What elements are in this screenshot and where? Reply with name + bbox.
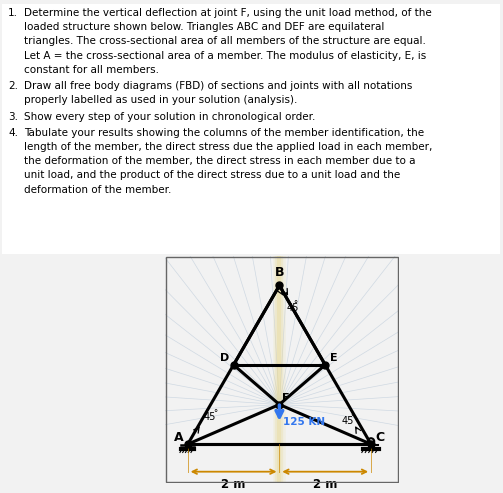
Text: the deformation of the member, the direct stress in each member due to a: the deformation of the member, the direc… bbox=[24, 156, 415, 166]
Text: properly labelled as used in your solution (analysis).: properly labelled as used in your soluti… bbox=[24, 95, 297, 106]
FancyBboxPatch shape bbox=[2, 4, 500, 254]
Text: Tabulate your results showing the columns of the member identification, the: Tabulate your results showing the column… bbox=[24, 128, 424, 138]
Text: 125 KN: 125 KN bbox=[283, 418, 325, 427]
Text: °: ° bbox=[293, 300, 297, 309]
Text: length of the member, the direct stress due the applied load in each member,: length of the member, the direct stress … bbox=[24, 142, 433, 152]
Text: °: ° bbox=[213, 409, 217, 419]
Text: 2 m: 2 m bbox=[313, 478, 338, 491]
Text: B: B bbox=[275, 266, 284, 279]
Text: C: C bbox=[376, 431, 385, 444]
Text: F: F bbox=[282, 393, 290, 403]
Text: Draw all free body diagrams (FBD) of sections and joints with all notations: Draw all free body diagrams (FBD) of sec… bbox=[24, 81, 412, 91]
Text: E: E bbox=[329, 352, 338, 362]
Text: 45: 45 bbox=[341, 416, 354, 426]
Text: Determine the vertical deflection at joint F, using the unit load method, of the: Determine the vertical deflection at joi… bbox=[24, 8, 432, 18]
Text: 4.: 4. bbox=[8, 128, 18, 138]
Text: deformation of the member.: deformation of the member. bbox=[24, 185, 172, 195]
Text: 45: 45 bbox=[286, 303, 299, 313]
Text: A: A bbox=[174, 431, 184, 444]
Text: 2.: 2. bbox=[8, 81, 18, 91]
Text: D: D bbox=[220, 352, 229, 362]
Text: 2 m: 2 m bbox=[221, 478, 246, 491]
Text: 3.: 3. bbox=[8, 111, 18, 122]
Text: constant for all members.: constant for all members. bbox=[24, 65, 159, 75]
Text: unit load, and the product of the direct stress due to a unit load and the: unit load, and the product of the direct… bbox=[24, 171, 400, 180]
Text: °: ° bbox=[351, 413, 355, 422]
Text: 45: 45 bbox=[204, 412, 216, 422]
Text: loaded structure shown below. Triangles ABC and DEF are equilateral: loaded structure shown below. Triangles … bbox=[24, 22, 384, 32]
Text: Show every step of your solution in chronological order.: Show every step of your solution in chro… bbox=[24, 111, 315, 122]
Text: 1.: 1. bbox=[8, 8, 18, 18]
Text: triangles. The cross-sectional area of all members of the structure are equal.: triangles. The cross-sectional area of a… bbox=[24, 36, 426, 46]
Text: Let A = the cross-sectional area of a member. The modulus of elasticity, E, is: Let A = the cross-sectional area of a me… bbox=[24, 51, 426, 61]
